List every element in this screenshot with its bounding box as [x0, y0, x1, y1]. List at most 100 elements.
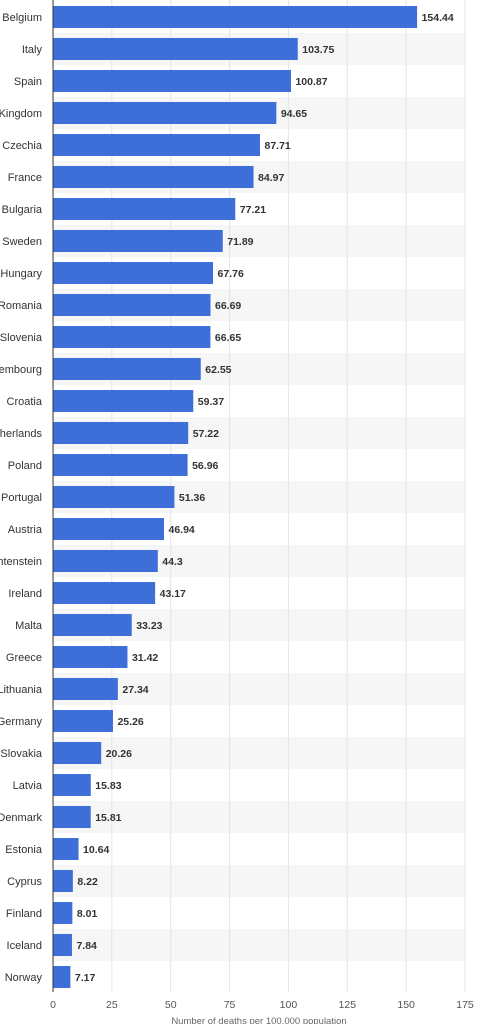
category-label: Finland — [6, 908, 42, 920]
data-label: 66.69 — [215, 300, 241, 312]
data-label: 10.64 — [83, 844, 109, 856]
x-tick-label: 100 — [280, 999, 298, 1011]
x-axis: 0 25 50 75 100 125 150 175 — [50, 0, 474, 1011]
data-label: 59.37 — [198, 396, 224, 408]
x-tick-label: 175 — [456, 999, 474, 1011]
x-tick-label: 125 — [339, 999, 357, 1011]
bar — [53, 198, 236, 220]
data-label: 84.97 — [258, 172, 284, 184]
data-label: 43.17 — [160, 588, 186, 600]
category-label: Iceland — [7, 940, 42, 952]
bar — [53, 710, 113, 732]
bar — [53, 646, 128, 668]
category-label: Poland — [8, 460, 42, 472]
data-label: 15.83 — [95, 780, 121, 792]
data-label: 66.65 — [215, 332, 241, 344]
data-label: 8.01 — [77, 908, 98, 920]
category-label: Kingdom — [0, 108, 42, 120]
bar — [53, 934, 72, 956]
bar — [53, 166, 254, 188]
data-label: 103.75 — [302, 44, 334, 56]
bar — [53, 6, 418, 28]
bar — [53, 70, 291, 92]
category-label: Spain — [14, 76, 42, 88]
data-label: 25.26 — [117, 716, 143, 728]
x-tick-label: 150 — [397, 999, 415, 1011]
bar — [53, 102, 277, 124]
category-label: Italy — [22, 44, 43, 56]
bar — [53, 518, 165, 540]
data-label: 8.22 — [77, 876, 98, 888]
row-band — [53, 865, 465, 897]
data-label: 7.84 — [76, 940, 97, 952]
x-tick-label: 25 — [106, 999, 118, 1011]
bar — [53, 870, 73, 892]
category-label: Estonia — [5, 844, 43, 856]
row-band — [53, 929, 465, 961]
data-label: 44.3 — [162, 556, 183, 568]
data-label: 87.71 — [264, 140, 290, 152]
data-label: 33.23 — [136, 620, 162, 632]
category-label: chtenstein — [0, 556, 42, 568]
category-label: Sweden — [2, 236, 42, 248]
bar — [53, 838, 79, 860]
bar — [53, 230, 223, 252]
category-label: Ireland — [8, 588, 42, 600]
row-band — [53, 801, 465, 833]
data-label: 51.36 — [179, 492, 205, 504]
bar — [53, 614, 132, 636]
data-label: 27.34 — [122, 684, 148, 696]
bar — [53, 326, 211, 348]
category-label: therlands — [0, 428, 42, 440]
category-label: xembourg — [0, 364, 42, 376]
row-band — [53, 737, 465, 769]
bar — [53, 902, 73, 924]
data-label: 7.17 — [75, 972, 96, 984]
category-label: Cyprus — [7, 876, 42, 888]
category-label: Greece — [6, 652, 42, 664]
data-label: 31.42 — [132, 652, 158, 664]
bar — [53, 294, 211, 316]
data-label: 56.96 — [192, 460, 218, 472]
data-label: 67.76 — [218, 268, 244, 280]
value-labels: 154.44 103.75 100.87 94.65 87.71 84.97 77.21 71… — [75, 12, 454, 984]
category-label: Croatia — [7, 396, 43, 408]
x-tick-label: 50 — [165, 999, 177, 1011]
category-label: Germany — [0, 716, 42, 728]
x-tick-label: 0 — [50, 999, 56, 1011]
category-label: Portugal — [1, 492, 42, 504]
data-label: 57.22 — [193, 428, 219, 440]
x-axis-title: Number of deaths per 100,000 population — [171, 1016, 346, 1024]
bar — [53, 262, 214, 284]
bar — [53, 806, 91, 828]
category-label: Latvia — [13, 780, 43, 792]
data-label: 71.89 — [227, 236, 253, 248]
x-tick-label: 75 — [224, 999, 236, 1011]
bar — [53, 358, 201, 380]
category-label: France — [8, 172, 42, 184]
bar — [53, 966, 71, 988]
bar — [53, 486, 175, 508]
bar — [53, 678, 118, 700]
data-label: 100.87 — [295, 76, 327, 88]
bar — [53, 390, 194, 412]
data-label: 20.26 — [106, 748, 132, 760]
category-label: Belgium — [2, 12, 42, 24]
category-labels: Belgium Italy Spain Kingdom Czechia France Bul… — [0, 12, 43, 984]
bar — [53, 454, 188, 476]
category-label: Slovakia — [0, 748, 42, 760]
data-label: 77.21 — [240, 204, 266, 216]
data-label: 15.81 — [95, 812, 121, 824]
category-label: Bulgaria — [2, 204, 43, 216]
bar — [53, 742, 102, 764]
bar — [53, 38, 298, 60]
category-label: Malta — [15, 620, 43, 632]
category-label: Czechia — [2, 140, 43, 152]
category-label: Romania — [0, 300, 43, 312]
bar — [53, 550, 158, 572]
category-label: Norway — [5, 972, 43, 984]
bar — [53, 422, 189, 444]
data-label: 94.65 — [281, 108, 307, 120]
category-label: Austria — [8, 524, 43, 536]
